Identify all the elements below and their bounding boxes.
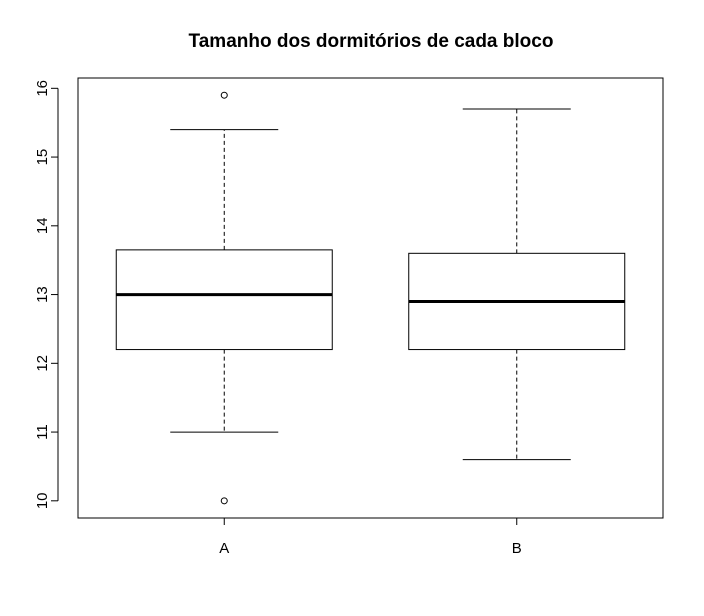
outlier-point — [220, 497, 228, 505]
chart-marks: 10 11 12 13 14 15 16 A B — [34, 80, 626, 557]
y-tick-label: 14 — [34, 217, 51, 234]
outlier-point — [220, 91, 228, 99]
y-tick-label: 11 — [34, 424, 51, 440]
y-tick-label: 16 — [34, 80, 51, 97]
plot-frame — [77, 77, 664, 519]
box-iqr — [115, 249, 333, 351]
y-tick-label: 13 — [34, 286, 51, 303]
y-tick-label: 12 — [34, 355, 51, 372]
x-tick-label: A — [219, 540, 229, 557]
y-tick-label: 10 — [34, 492, 51, 509]
chart-title: Tamanho dos dormitórios de cada bloco — [189, 31, 554, 52]
x-tick-label: B — [512, 540, 522, 557]
y-tick-label: 15 — [34, 149, 51, 166]
